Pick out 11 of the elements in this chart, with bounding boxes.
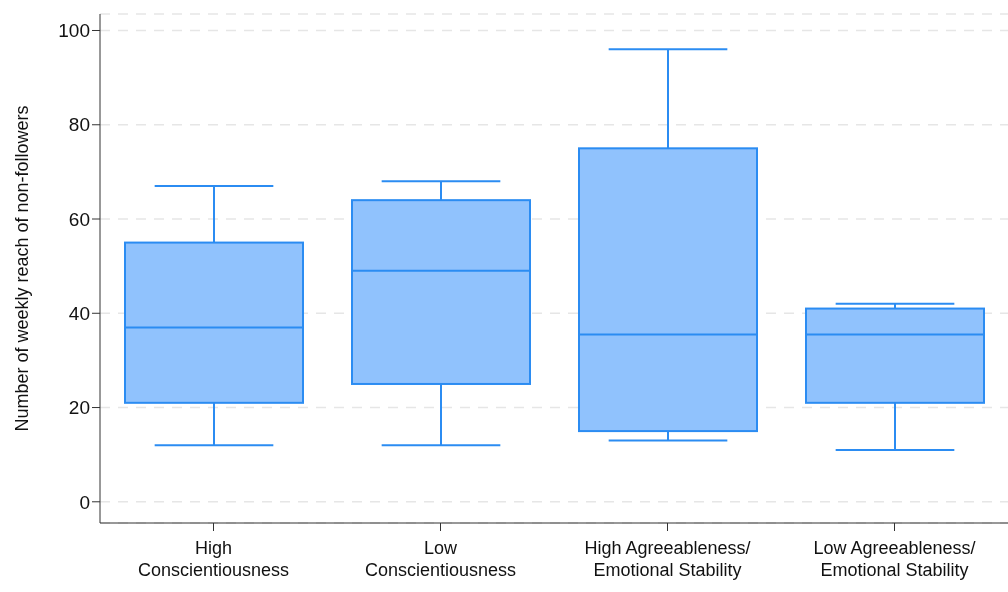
x-tick-label: Low Agreeableness/ Emotional Stability xyxy=(813,538,976,580)
y-tick-label: 20 xyxy=(68,397,90,419)
y-tick-label: 40 xyxy=(68,303,90,325)
x-tick-label: High Agreeableness/ Emotional Stability xyxy=(584,538,751,580)
x-tick-label: Low Conscientiousness xyxy=(364,538,517,580)
y-axis-title: Number of weekly reach of non-followers xyxy=(12,105,33,432)
y-tick-label: 0 xyxy=(79,491,90,513)
x-tick-label: High Conscientiousness xyxy=(137,538,290,580)
y-tick-label: 60 xyxy=(68,208,90,230)
y-tick-label: 80 xyxy=(68,114,90,136)
y-tick-label: 100 xyxy=(58,20,90,42)
